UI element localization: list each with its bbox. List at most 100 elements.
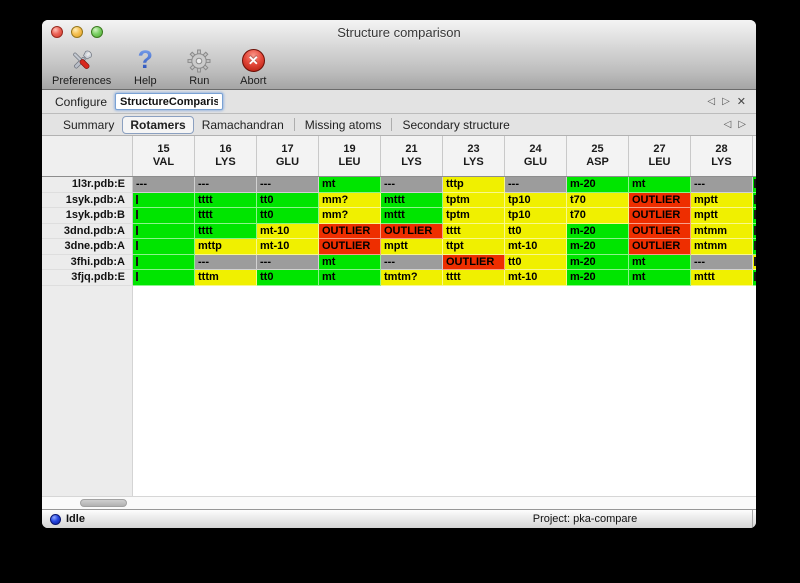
rotamer-cell[interactable] — [133, 239, 195, 255]
nav-next-icon[interactable]: ▷ — [722, 95, 730, 107]
rotamer-cell[interactable]: OUTLIER — [629, 208, 691, 224]
rotamer-cell[interactable]: --- — [257, 177, 319, 193]
rotamer-cell[interactable]: OUTLIER — [319, 223, 381, 239]
rotamer-cell[interactable]: --- — [195, 254, 257, 270]
rotamer-cell[interactable]: --- — [133, 177, 195, 193]
rotamer-cell[interactable]: m-20 — [567, 239, 629, 255]
nav-prev-icon[interactable]: ◁ — [707, 95, 716, 107]
rotamer-cell[interactable]: tt0 — [257, 208, 319, 224]
tab-missing-atoms[interactable]: Missing atoms — [304, 117, 382, 132]
scrollbar-thumb[interactable] — [80, 499, 127, 507]
rotamer-cell[interactable] — [133, 254, 195, 270]
abort-button[interactable]: Abort — [233, 47, 273, 87]
rotamer-cell[interactable]: mt — [629, 177, 691, 193]
tab-ramachandran[interactable]: Ramachandran — [201, 117, 284, 132]
rotamer-cell[interactable]: --- — [505, 177, 567, 193]
rotamer-cell[interactable]: mttt — [691, 270, 753, 286]
rotamer-cell[interactable]: --- — [381, 254, 443, 270]
rotamer-cell[interactable]: OUTLIER — [629, 223, 691, 239]
rotamer-cell[interactable]: tttp — [443, 177, 505, 193]
rotamer-cell[interactable]: OUTLIER — [319, 239, 381, 255]
rotamer-cell[interactable]: mptt — [691, 192, 753, 208]
rotamer-cell[interactable]: OUTLIER — [443, 254, 505, 270]
title-bar[interactable]: Structure comparison — [42, 20, 756, 44]
row-label[interactable]: 1syk.pdb:A — [42, 192, 133, 208]
rotamer-cell[interactable]: --- — [691, 254, 753, 270]
rotamer-cell[interactable]: m-20 — [567, 223, 629, 239]
rotamer-cell[interactable]: mt — [629, 254, 691, 270]
rotamer-cell[interactable]: mt-10 — [257, 223, 319, 239]
rotamer-cell[interactable]: tp10 — [505, 192, 567, 208]
rotamer-cell[interactable]: mtmm — [691, 239, 753, 255]
column-header[interactable]: 17 GLU — [257, 136, 319, 176]
rotamer-cell[interactable]: m-20 — [567, 270, 629, 286]
tab-summary[interactable]: Summary — [63, 117, 115, 132]
column-header[interactable]: 28 LYS — [691, 136, 753, 176]
column-header[interactable]: 24 GLU — [505, 136, 567, 176]
row-label[interactable]: 3dnd.pdb:A — [42, 223, 133, 239]
row-label[interactable]: 1l3r.pdb:E — [42, 177, 133, 193]
rotamer-cell[interactable]: mt — [629, 270, 691, 286]
rotamer-cell[interactable]: mptt — [381, 239, 443, 255]
rotamer-cell[interactable]: mt — [319, 177, 381, 193]
rotamer-cell[interactable] — [133, 223, 195, 239]
zoom-button[interactable] — [91, 26, 103, 38]
rotamer-cell[interactable]: mm? — [319, 208, 381, 224]
rotamer-cell[interactable]: --- — [257, 254, 319, 270]
rotamer-cell[interactable] — [133, 208, 195, 224]
rotamer-cell[interactable]: t70 — [567, 208, 629, 224]
rotamer-cell[interactable]: t70 — [567, 192, 629, 208]
tab-rotamers[interactable]: Rotamers — [122, 115, 194, 134]
rotamer-cell[interactable]: mptt — [691, 208, 753, 224]
rotamer-cell[interactable]: mt-10 — [505, 270, 567, 286]
column-header[interactable]: 15 VAL — [133, 136, 195, 176]
rotamer-cell[interactable]: mttt — [381, 192, 443, 208]
rotamer-cell[interactable]: mtmm — [691, 223, 753, 239]
rotamer-cell[interactable]: tt0 — [257, 270, 319, 286]
tabs-next-icon[interactable]: ▷ — [738, 118, 746, 130]
rotamer-cell[interactable]: tttt — [195, 223, 257, 239]
rotamer-cell[interactable]: mttt — [381, 208, 443, 224]
rotamer-cell[interactable] — [133, 270, 195, 286]
horizontal-scrollbar[interactable] — [42, 496, 756, 509]
rotamer-cell[interactable]: tptm — [443, 208, 505, 224]
column-header[interactable]: 16 LYS — [195, 136, 257, 176]
rotamer-cell[interactable]: tt0 — [257, 192, 319, 208]
column-header[interactable]: 23 LYS — [443, 136, 505, 176]
rotamer-cell[interactable]: tptm — [443, 192, 505, 208]
rotamer-cell[interactable]: m-20 — [567, 177, 629, 193]
column-header[interactable]: 25 ASP — [567, 136, 629, 176]
rotamer-cell[interactable]: mt — [319, 254, 381, 270]
run-button[interactable]: Run — [179, 47, 219, 87]
configure-name-input[interactable] — [115, 93, 224, 110]
rotamer-cell[interactable]: tp10 — [505, 208, 567, 224]
rotamer-cell[interactable]: tttt — [443, 270, 505, 286]
rotamer-cell[interactable]: --- — [691, 177, 753, 193]
rotamer-cell[interactable]: tmtm? — [381, 270, 443, 286]
rotamer-cell[interactable] — [133, 192, 195, 208]
tabs-prev-icon[interactable]: ◁ — [723, 118, 732, 130]
column-header[interactable]: 21 LYS — [381, 136, 443, 176]
rotamer-cell[interactable]: mt — [319, 270, 381, 286]
tab-secondary-structure[interactable]: Secondary structure — [402, 117, 510, 132]
row-label[interactable]: 3fhi.pdb:A — [42, 254, 133, 270]
column-header[interactable]: 19 LEU — [319, 136, 381, 176]
rotamer-cell[interactable]: mttp — [195, 239, 257, 255]
rotamer-cell[interactable]: tttt — [443, 223, 505, 239]
rotamer-cell[interactable]: OUTLIER — [629, 239, 691, 255]
rotamer-cell[interactable]: mt-10 — [505, 239, 567, 255]
rotamer-cell[interactable]: tt0 — [505, 254, 567, 270]
rotamer-cell[interactable]: --- — [195, 177, 257, 193]
rotamer-cell[interactable]: tttm — [195, 270, 257, 286]
close-pane-icon[interactable]: ✕ — [736, 95, 746, 108]
rotamer-cell[interactable]: --- — [381, 177, 443, 193]
rotamer-cell[interactable]: OUTLIER — [381, 223, 443, 239]
row-label[interactable]: 1syk.pdb:B — [42, 208, 133, 224]
rotamer-cell[interactable]: tttt — [195, 208, 257, 224]
rotamer-cell[interactable]: tt0 — [505, 223, 567, 239]
minimize-button[interactable] — [71, 26, 83, 38]
column-header[interactable]: 27 LEU — [629, 136, 691, 176]
rotamer-cell[interactable]: OUTLIER — [629, 192, 691, 208]
rotamer-cell[interactable]: m-20 — [567, 254, 629, 270]
rotamer-cell[interactable]: ttpt — [443, 239, 505, 255]
